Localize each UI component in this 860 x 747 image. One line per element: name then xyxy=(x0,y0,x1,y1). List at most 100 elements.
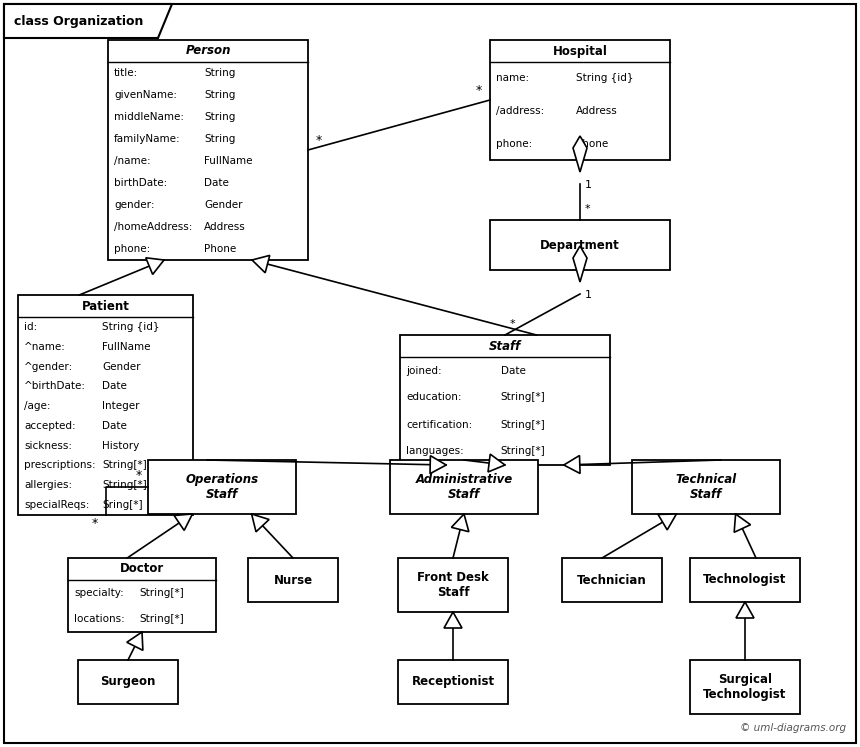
Text: name:: name: xyxy=(496,73,529,84)
Polygon shape xyxy=(146,258,164,274)
Polygon shape xyxy=(444,612,462,628)
Bar xyxy=(148,460,296,514)
Text: Technician: Technician xyxy=(577,574,647,586)
Text: Patient: Patient xyxy=(82,300,130,312)
Text: locations:: locations: xyxy=(74,614,125,624)
Text: Gender: Gender xyxy=(102,362,140,371)
Text: /address:: /address: xyxy=(496,106,544,116)
Bar xyxy=(690,660,800,714)
Bar xyxy=(18,295,193,515)
Text: String: String xyxy=(204,112,236,122)
Text: Department: Department xyxy=(540,238,620,252)
Bar xyxy=(632,460,780,514)
Bar xyxy=(78,660,178,704)
Text: title:: title: xyxy=(114,68,138,78)
Polygon shape xyxy=(252,255,270,273)
Text: Address: Address xyxy=(576,106,618,116)
Text: Integer: Integer xyxy=(102,401,139,411)
Text: Phone: Phone xyxy=(576,139,609,149)
Text: FullName: FullName xyxy=(204,156,253,166)
Bar xyxy=(490,40,670,160)
Text: Technical
Staff: Technical Staff xyxy=(675,473,736,501)
Text: Staff: Staff xyxy=(488,339,521,353)
Bar xyxy=(398,558,508,612)
Text: Date: Date xyxy=(102,421,127,431)
Polygon shape xyxy=(252,514,269,532)
Text: Receptionist: Receptionist xyxy=(411,675,494,689)
Text: String {id}: String {id} xyxy=(576,73,634,84)
Text: certification:: certification: xyxy=(406,420,472,430)
Text: String {id}: String {id} xyxy=(102,322,159,332)
Text: String[*]: String[*] xyxy=(139,614,184,624)
Polygon shape xyxy=(430,456,446,474)
Text: Phone: Phone xyxy=(204,244,237,254)
Polygon shape xyxy=(573,136,587,172)
Text: education:: education: xyxy=(406,392,462,403)
Text: *: * xyxy=(510,319,516,329)
Text: birthDate:: birthDate: xyxy=(114,178,167,188)
Text: sickness:: sickness: xyxy=(24,441,72,450)
Bar xyxy=(400,335,610,465)
Text: Sring[*]: Sring[*] xyxy=(102,500,143,510)
Text: familyName:: familyName: xyxy=(114,134,181,144)
Text: gender:: gender: xyxy=(114,200,155,210)
Text: Technologist: Technologist xyxy=(703,574,787,586)
Text: String[*]: String[*] xyxy=(501,392,545,403)
Text: Gender: Gender xyxy=(204,200,243,210)
Text: Date: Date xyxy=(204,178,229,188)
Polygon shape xyxy=(573,246,587,282)
Text: Administrative
Staff: Administrative Staff xyxy=(415,473,513,501)
Text: /homeAddress:: /homeAddress: xyxy=(114,222,193,232)
Text: Person: Person xyxy=(185,45,230,58)
Text: accepted:: accepted: xyxy=(24,421,76,431)
Text: id:: id: xyxy=(24,322,37,332)
Text: String[*]: String[*] xyxy=(139,588,184,598)
Text: /age:: /age: xyxy=(24,401,51,411)
Text: phone:: phone: xyxy=(114,244,150,254)
Text: String: String xyxy=(204,90,236,100)
Text: Date: Date xyxy=(102,381,127,391)
Text: *: * xyxy=(476,84,482,97)
Text: Date: Date xyxy=(501,365,525,376)
Text: History: History xyxy=(102,441,139,450)
Bar xyxy=(68,558,216,632)
Text: joined:: joined: xyxy=(406,365,442,376)
Text: class Organization: class Organization xyxy=(14,14,144,28)
Text: Operations
Staff: Operations Staff xyxy=(186,473,259,501)
Text: Nurse: Nurse xyxy=(273,574,312,586)
Text: Doctor: Doctor xyxy=(120,562,164,575)
Text: specialty:: specialty: xyxy=(74,588,124,598)
Text: /name:: /name: xyxy=(114,156,150,166)
Bar xyxy=(390,460,538,514)
Text: phone:: phone: xyxy=(496,139,532,149)
Text: *: * xyxy=(136,469,142,482)
Text: ^name:: ^name: xyxy=(24,341,66,352)
Bar xyxy=(248,558,338,602)
Polygon shape xyxy=(488,454,505,472)
Polygon shape xyxy=(174,514,193,530)
Bar xyxy=(690,558,800,602)
Text: languages:: languages: xyxy=(406,447,464,456)
Text: allergies:: allergies: xyxy=(24,480,72,490)
Text: specialReqs:: specialReqs: xyxy=(24,500,89,510)
Text: givenName:: givenName: xyxy=(114,90,177,100)
Text: 1: 1 xyxy=(585,180,592,190)
Text: String[*]: String[*] xyxy=(501,420,545,430)
Bar xyxy=(108,40,308,260)
Text: String[*]: String[*] xyxy=(501,447,545,456)
Text: String[*]: String[*] xyxy=(102,460,147,471)
Bar xyxy=(490,220,670,270)
Text: ^birthDate:: ^birthDate: xyxy=(24,381,86,391)
Bar xyxy=(398,660,508,704)
Text: Hospital: Hospital xyxy=(553,45,607,58)
Polygon shape xyxy=(564,456,580,474)
Polygon shape xyxy=(452,514,469,532)
Text: FullName: FullName xyxy=(102,341,150,352)
Polygon shape xyxy=(736,602,754,618)
Bar xyxy=(562,558,662,602)
Text: ^gender:: ^gender: xyxy=(24,362,73,371)
Polygon shape xyxy=(4,4,172,38)
Text: Address: Address xyxy=(204,222,246,232)
Text: Front Desk
Staff: Front Desk Staff xyxy=(417,571,488,599)
Polygon shape xyxy=(734,514,751,533)
